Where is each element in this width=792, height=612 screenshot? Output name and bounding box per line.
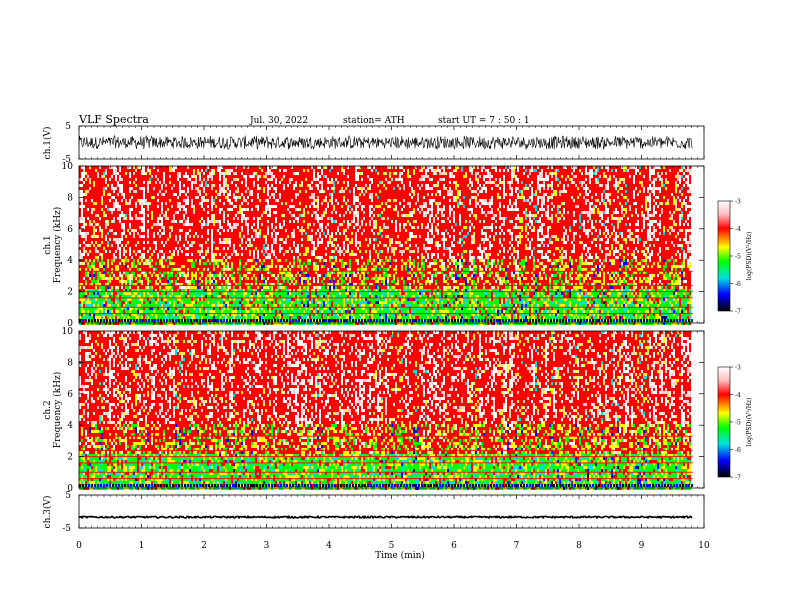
colorbar-tick-label: -5 xyxy=(735,420,741,427)
x-tick-label: 8 xyxy=(576,541,582,551)
colorbar-tick-label: -7 xyxy=(735,475,741,482)
header-start-time: start UT = 7 : 50 : 1 xyxy=(438,116,530,126)
ch2-colorbar xyxy=(718,367,730,477)
freq-tick-label: 10 xyxy=(62,327,74,337)
x-tick-label: 10 xyxy=(698,541,710,551)
colorbar-tick-label: -4 xyxy=(735,226,741,233)
ch2-frequency-label: Frequency (kHz) xyxy=(52,372,63,449)
freq-tick-label: 4 xyxy=(67,421,73,431)
colorbar-tick-label: -4 xyxy=(735,392,741,399)
colorbar-tick-label: -5 xyxy=(735,254,741,261)
colorbar-ticks: -3 -4 -5 -6 -7 -3 -4 -5 -6 -7 xyxy=(730,199,741,482)
x-tick-label: 1 xyxy=(139,541,145,551)
x-tick-label: 3 xyxy=(264,541,270,551)
ch1-spectrogram-channel-label: ch.1 xyxy=(43,235,53,254)
x-tick-label: 4 xyxy=(326,541,332,551)
colorbar-tick-label: -3 xyxy=(735,199,741,206)
figure-title: VLF Spectra xyxy=(78,113,149,126)
ch3-waveform-panel xyxy=(79,495,704,528)
x-tick-label: 9 xyxy=(639,541,645,551)
ch3-waveform-line xyxy=(79,516,692,518)
ch1-frequency-label: Frequency (kHz) xyxy=(52,207,63,284)
freq-tick-label: 6 xyxy=(67,225,73,235)
freq-tick-label: 2 xyxy=(67,288,73,298)
freq-tick-label: 4 xyxy=(67,256,73,266)
freq-tick-label: 2 xyxy=(67,453,73,463)
x-tick-label: 7 xyxy=(514,541,520,551)
x-tick-label: 5 xyxy=(389,541,395,551)
header-station: station= ATH xyxy=(343,116,405,126)
x-axis-label: Time (min) xyxy=(375,550,425,561)
colorbar-tick-label: -3 xyxy=(735,365,741,372)
colorbar-tick-label: -6 xyxy=(735,447,741,454)
colorbar-tick-label: -6 xyxy=(735,281,741,288)
freq-tick-label: 8 xyxy=(67,193,73,203)
ch1-colorbar-label: log(PSD)(V²/Hz) xyxy=(746,232,753,281)
wave-tick-label: 5 xyxy=(65,491,71,501)
x-tick-label: 0 xyxy=(76,541,82,551)
x-tick-label: 2 xyxy=(201,541,207,551)
vlf-spectra-figure: VLF Spectra Jul. 30, 2022 station= ATH s… xyxy=(0,0,792,612)
ch2-spectrogram xyxy=(79,331,693,490)
ch2-colorbar-label: log(PSD)(V²/Hz) xyxy=(746,398,753,447)
header-date: Jul. 30, 2022 xyxy=(249,116,308,126)
x-tick-label: 6 xyxy=(451,541,457,551)
ch3-waveform-ylabel: ch.3(V) xyxy=(42,496,53,529)
ch1-spectrogram xyxy=(79,166,693,325)
ch3-waveform-trace xyxy=(79,516,692,518)
ch1-waveform-ylabel: ch.1(V) xyxy=(42,127,53,160)
wave-tick-label: 5 xyxy=(65,122,71,132)
wave-tick-label: -5 xyxy=(62,155,71,165)
colorbar-tick-label: -7 xyxy=(735,309,741,316)
ch2-spectrogram-channel-label: ch.2 xyxy=(43,400,53,419)
freq-tick-label: 6 xyxy=(67,390,73,400)
wave-tick-label: -5 xyxy=(62,524,71,534)
freq-tick-label: 8 xyxy=(67,358,73,368)
ch1-colorbar xyxy=(718,201,730,311)
